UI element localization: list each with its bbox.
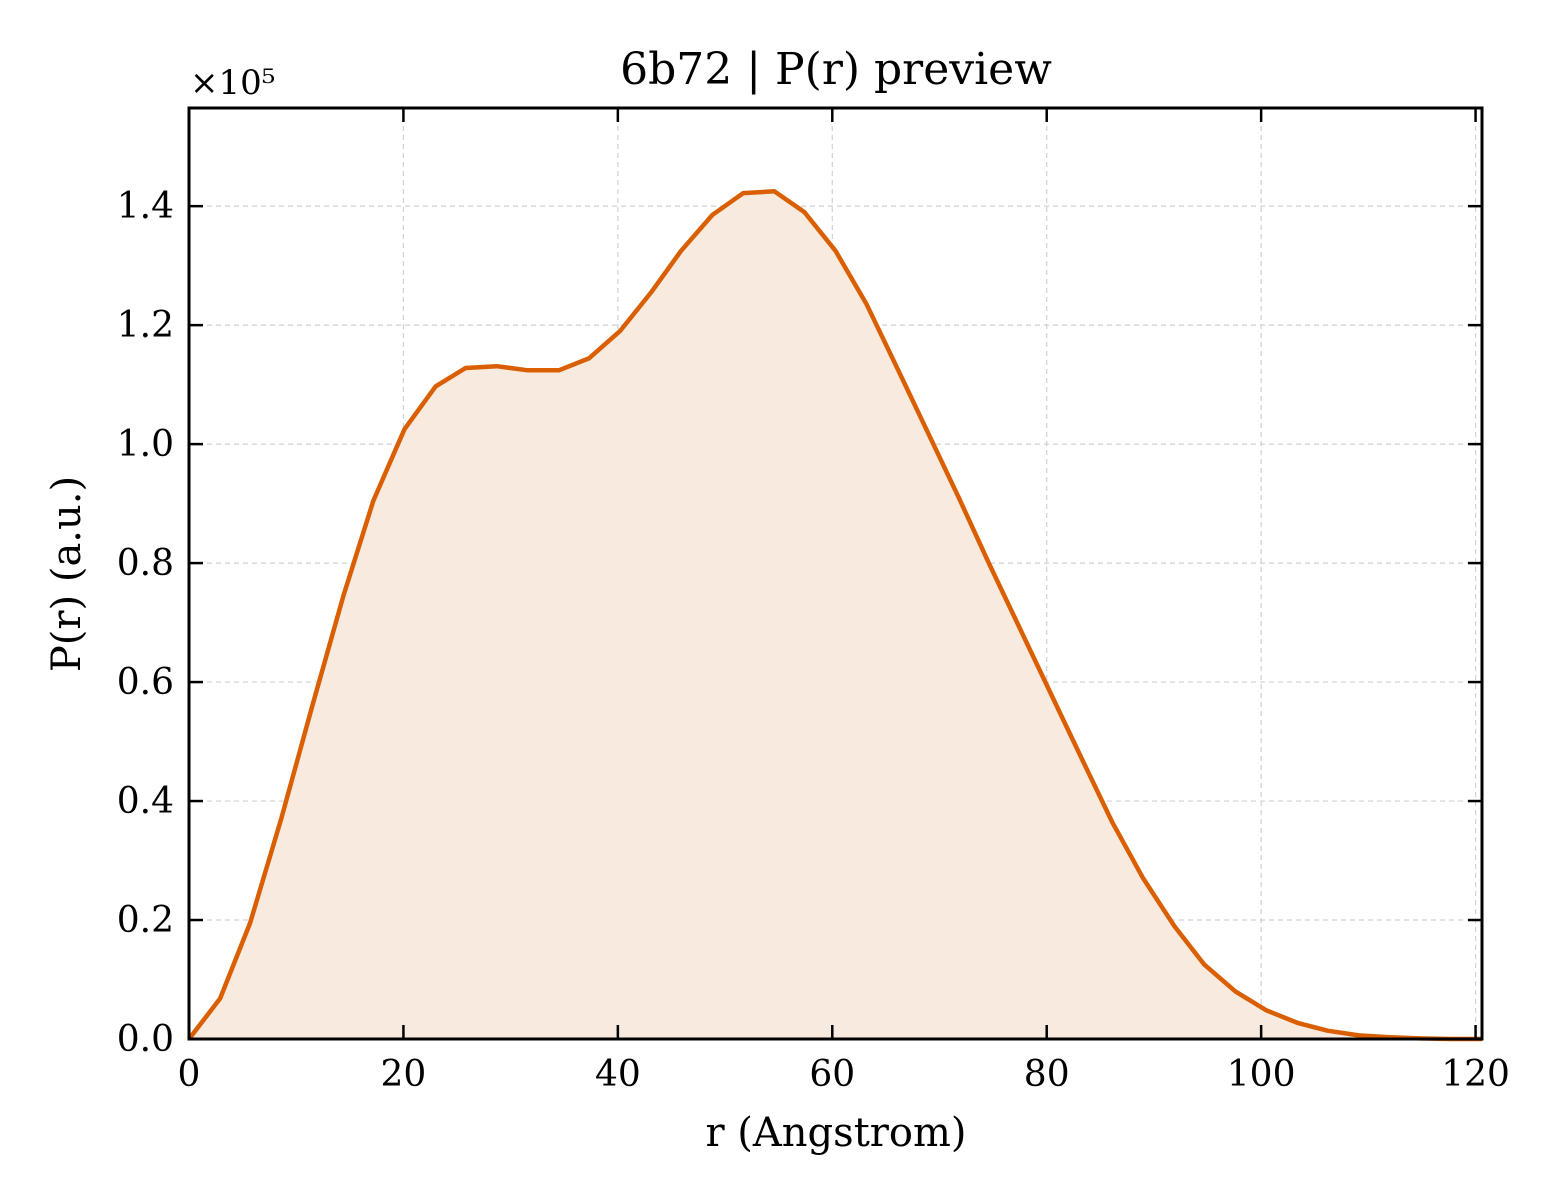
- x-tick-label: 80: [1024, 1054, 1070, 1095]
- y-tick-label: 0.8: [117, 543, 174, 584]
- x-tick-label: 0: [178, 1054, 201, 1095]
- y-tick-label: 0.6: [117, 662, 174, 703]
- y-tick-label: 0.2: [117, 900, 174, 941]
- x-tick-label: 20: [381, 1054, 427, 1095]
- area-fill: [189, 191, 1482, 1040]
- y-tick-label: 0.4: [117, 781, 174, 822]
- plot-frame: [187, 106, 1484, 1041]
- y-tick-label: 1.2: [117, 305, 174, 346]
- y-axis-label: P(r) (a.u.): [44, 476, 90, 672]
- x-tick-label: 60: [809, 1054, 855, 1095]
- x-tick-label: 40: [595, 1054, 641, 1095]
- y-tick-label: 1.0: [117, 424, 174, 465]
- series-line: [187, 189, 1482, 1042]
- x-axis-label: r (Angstrom): [705, 1110, 966, 1156]
- x-tick-label: 100: [1227, 1054, 1296, 1095]
- y-tick-label: 0.0: [117, 1019, 174, 1060]
- y-multiplier-label: ×10⁵: [190, 63, 275, 103]
- x-tick-label: 120: [1441, 1054, 1510, 1095]
- y-tick-label: 1.4: [117, 186, 174, 227]
- tick-labels: 0 20 40 60 80 100 120 0.0 0.2 0.4 0.6 0.8 1.0 1.2 1.4: [117, 186, 1510, 1095]
- chart-title: 6b72 | P(r) preview: [620, 44, 1052, 95]
